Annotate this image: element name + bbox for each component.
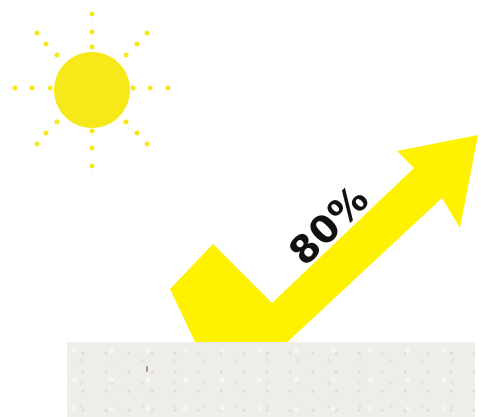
surface-speck [146, 366, 148, 372]
check-arrow-shape [170, 135, 478, 362]
sun-rays [12, 11, 171, 169]
check-arrow-icon [170, 135, 478, 362]
sun-disc [54, 52, 130, 128]
surface-panel [67, 342, 475, 417]
sun-icon [12, 11, 171, 169]
